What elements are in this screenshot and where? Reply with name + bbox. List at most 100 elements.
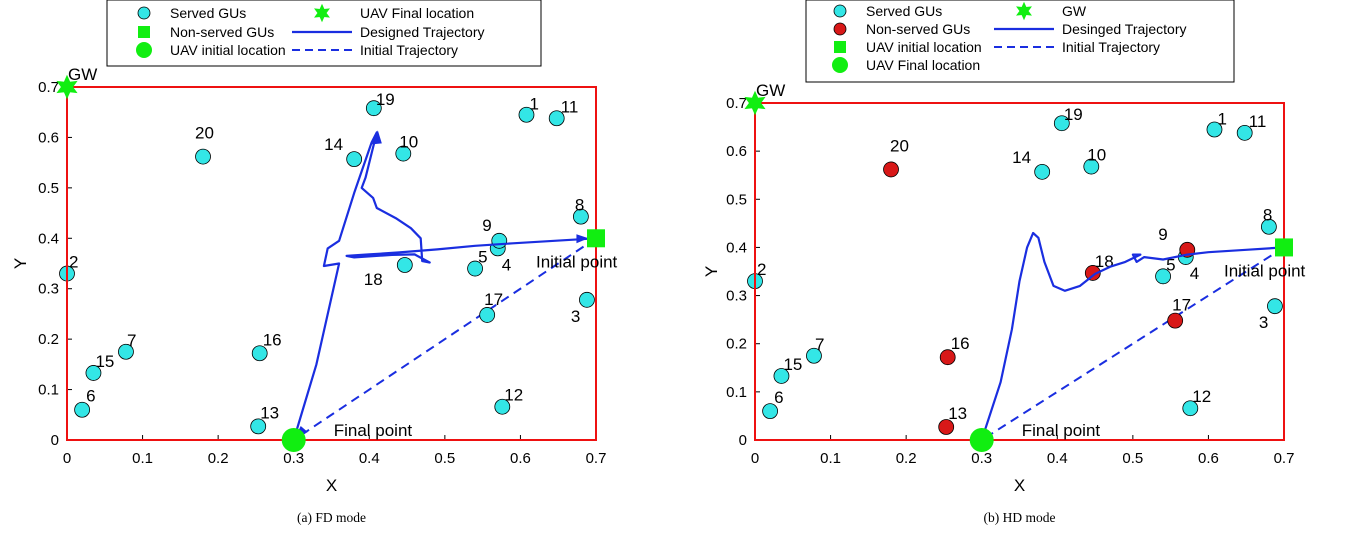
legend-entry-label: Served GUs [170,5,246,21]
x-tick-label: 0.2 [208,450,229,467]
gu-label: 18 [1095,252,1114,271]
legend-initial-marker [834,41,846,53]
designed-trajectory-line [980,231,1285,441]
served-gu-marker [1267,298,1283,315]
non-served-gu-marker [883,161,899,178]
served-gu-marker [1206,121,1223,138]
x-tick-label: 0 [63,450,71,467]
gw-star-marker [56,74,78,100]
designed-trajectory-line [292,131,597,441]
gu-label: 17 [1172,296,1191,315]
final-point-label: Final point [334,421,413,440]
gu-label: 5 [478,248,487,267]
gu-label: 7 [127,331,136,350]
plot-frame [754,102,1285,441]
y-axis-label: Y [11,258,30,269]
x-tick-label: 0.3 [283,450,304,467]
gu-label: 3 [1259,313,1268,332]
legend-served-marker [137,6,151,20]
y-tick-label: 0.5 [38,180,59,197]
x-tick-label: 0 [751,450,759,467]
served-gu-marker [365,100,382,117]
gu-label: 18 [364,270,383,289]
legend-entry-label: UAV Final location [866,57,980,73]
served-gu-marker [491,232,508,249]
legend-entry-label: Served GUs [866,3,942,19]
gu-label: 15 [95,352,114,371]
gu-label: 15 [783,355,802,374]
initial-point-label: Initial point [1224,261,1306,280]
legend-entry-label: UAV Final location [360,5,474,21]
gu-label: 14 [1012,148,1031,167]
panel-caption: (a) FD mode [297,510,366,525]
served-gu-marker [1155,268,1171,285]
served-gu-marker [118,343,134,360]
y-tick-label: 0 [739,432,747,449]
served-gu-marker [518,106,535,123]
served-gu-marker [396,257,413,273]
non-served-gu-marker [1084,265,1101,281]
y-tick-label: 0.4 [726,239,747,256]
gu-label: 13 [948,404,967,423]
gu-label: 13 [260,403,279,422]
gu-label: 16 [951,334,970,353]
y-tick-label: 0.1 [726,384,747,401]
y-tick-label: 0.3 [726,288,747,305]
served-gu-marker [74,401,91,418]
gu-label: 11 [561,97,579,116]
gu-label: 5 [1166,255,1175,274]
x-tick-label: 0.6 [510,450,531,467]
x-tick-label: 0.5 [434,450,455,467]
legend-entry-label: Non-served GUs [866,21,970,37]
gu-label: 17 [484,290,503,309]
x-tick-label: 0.1 [132,450,153,467]
y-tick-label: 0.3 [38,281,59,298]
non-served-gu-marker [1167,312,1184,329]
uav-initial-marker [1275,238,1293,257]
y-tick-label: 0.2 [38,331,59,348]
served-gu-marker [1053,115,1070,132]
gu-label: 11 [1249,112,1267,131]
gu-label: 2 [757,260,766,279]
served-gu-marker [773,368,790,384]
x-axis-label: X [1014,476,1025,495]
served-gu-marker [250,418,267,435]
y-tick-label: 0.7 [726,95,747,112]
initial-point-label: Initial point [536,252,618,271]
y-tick-label: 0.6 [726,143,747,160]
gu-label: 12 [1192,387,1211,406]
served-gu-marker [579,291,595,308]
legend-entry-label: GW [1062,3,1087,19]
served-gu-marker [1236,124,1253,141]
x-tick-label: 0.7 [586,450,607,467]
gu-label: 9 [482,216,491,235]
served-gu-marker [762,403,779,420]
uav-final-marker [969,428,994,452]
gw-star-marker [744,90,766,116]
legend: Served GUs Non-served GUs UAV initial loca… [805,0,1235,83]
legend-entry-label: UAV initial location [170,42,286,58]
legend-gw-marker [1016,1,1032,21]
non-served-gu-marker [939,349,956,366]
gu-label: 4 [502,255,511,274]
gw-label: GW [756,81,785,100]
served-gu-marker [548,110,565,127]
gu-label: 1 [529,95,538,114]
gu-label: 2 [69,253,78,272]
x-tick-label: 0.5 [1122,450,1143,467]
plot-frame [66,86,597,441]
served-gu-marker [572,208,589,225]
legend: Served GUs Non-served GUs UAV initial loca… [106,0,542,67]
x-tick-label: 0.7 [1274,450,1295,467]
y-tick-label: 0 [51,432,59,449]
served-gu-marker [1182,400,1199,417]
served-gu-marker [1034,163,1051,180]
gu-label: 3 [571,307,580,326]
legend-final-marker [136,42,152,58]
y-tick-label: 0.4 [38,230,59,247]
uav-initial-marker [587,229,605,248]
legend-entry-label: UAV initial location [866,39,982,55]
x-tick-label: 0.6 [1198,450,1219,467]
x-tick-label: 0.1 [820,450,841,467]
gu-label: 9 [1158,225,1167,244]
